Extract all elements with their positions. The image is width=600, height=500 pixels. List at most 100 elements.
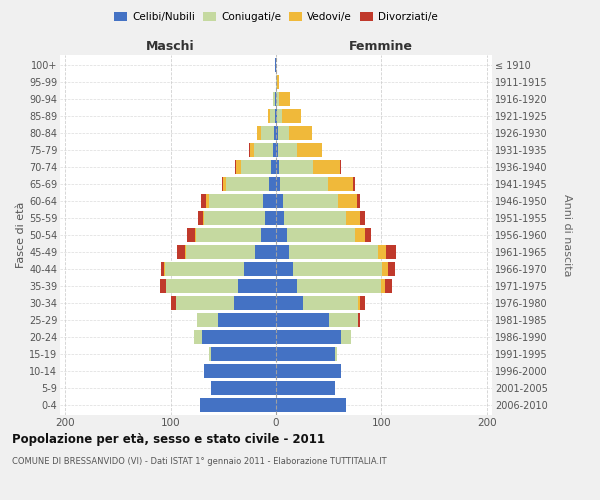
Bar (385, 279, 392, 292)
Bar (277, 76, 279, 89)
Bar (276, 279, 297, 292)
Bar (340, 160, 341, 174)
Bar (176, 296, 234, 310)
Bar (276, 347, 335, 360)
Bar (170, 296, 176, 310)
Bar (275, 92, 276, 106)
Bar (269, 110, 275, 123)
Bar (358, 296, 360, 310)
Bar (382, 279, 385, 292)
Bar (200, 398, 276, 411)
Bar (338, 194, 357, 208)
Bar (197, 313, 218, 326)
Bar (276, 144, 278, 157)
Text: COMUNE DI BRESSANVIDO (VI) - Dati ISTAT 1° gennaio 2011 - Elaborazione TUTTITALI: COMUNE DI BRESSANVIDO (VI) - Dati ISTAT … (12, 457, 386, 466)
Bar (222, 178, 223, 191)
Bar (388, 262, 395, 276)
Bar (209, 347, 211, 360)
Bar (263, 194, 276, 208)
Bar (278, 144, 297, 157)
Text: Maschi: Maschi (146, 40, 195, 54)
Bar (187, 245, 255, 259)
Bar (276, 92, 279, 106)
Bar (274, 126, 276, 140)
Bar (177, 245, 185, 259)
Bar (360, 211, 365, 225)
Bar (205, 364, 276, 378)
Bar (275, 110, 276, 123)
Bar (241, 160, 271, 174)
Bar (353, 178, 355, 191)
Bar (297, 279, 382, 292)
Bar (276, 245, 289, 259)
Bar (275, 58, 276, 72)
Bar (185, 245, 187, 259)
Bar (276, 364, 341, 378)
Bar (378, 245, 386, 259)
Bar (166, 279, 238, 292)
Bar (276, 211, 284, 225)
Bar (276, 381, 335, 394)
Bar (276, 126, 278, 140)
Bar (382, 262, 388, 276)
Bar (187, 228, 195, 242)
Bar (255, 245, 276, 259)
Bar (195, 228, 196, 242)
Bar (205, 211, 265, 225)
Bar (386, 245, 396, 259)
Bar (276, 398, 346, 411)
Bar (273, 92, 275, 106)
Bar (164, 262, 166, 276)
Bar (273, 144, 276, 157)
Bar (276, 160, 279, 174)
Bar (198, 211, 203, 225)
Y-axis label: Fasce di età: Fasce di età (16, 202, 26, 268)
Bar (328, 178, 353, 191)
Bar (201, 194, 206, 208)
Bar (297, 144, 322, 157)
Bar (280, 178, 328, 191)
Bar (196, 228, 261, 242)
Bar (289, 126, 312, 140)
Bar (358, 313, 360, 326)
Bar (161, 262, 164, 276)
Bar (203, 211, 205, 225)
Bar (265, 211, 276, 225)
Bar (276, 194, 283, 208)
Bar (194, 330, 202, 344)
Bar (238, 279, 276, 292)
Bar (202, 330, 276, 344)
Bar (269, 178, 276, 191)
Text: Femmine: Femmine (349, 40, 413, 54)
Y-axis label: Anni di nascita: Anni di nascita (562, 194, 572, 276)
Bar (276, 262, 293, 276)
Bar (329, 313, 358, 326)
Bar (271, 160, 276, 174)
Text: Popolazione per età, sesso e stato civile - 2011: Popolazione per età, sesso e stato civil… (12, 432, 325, 446)
Bar (357, 194, 360, 208)
Bar (276, 178, 280, 191)
Bar (293, 262, 382, 276)
Bar (277, 110, 283, 123)
Bar (236, 160, 241, 174)
Bar (166, 262, 244, 276)
Bar (289, 245, 378, 259)
Bar (244, 262, 276, 276)
Bar (211, 381, 276, 394)
Bar (279, 92, 290, 106)
Bar (261, 126, 274, 140)
Bar (283, 110, 301, 123)
Bar (206, 194, 209, 208)
Bar (235, 160, 236, 174)
Bar (365, 228, 371, 242)
Bar (209, 194, 263, 208)
Bar (276, 313, 329, 326)
Bar (276, 296, 304, 310)
Bar (284, 211, 346, 225)
Bar (254, 144, 273, 157)
Bar (226, 178, 269, 191)
Bar (218, 313, 276, 326)
Bar (234, 296, 276, 310)
Bar (248, 144, 250, 157)
Bar (313, 160, 340, 174)
